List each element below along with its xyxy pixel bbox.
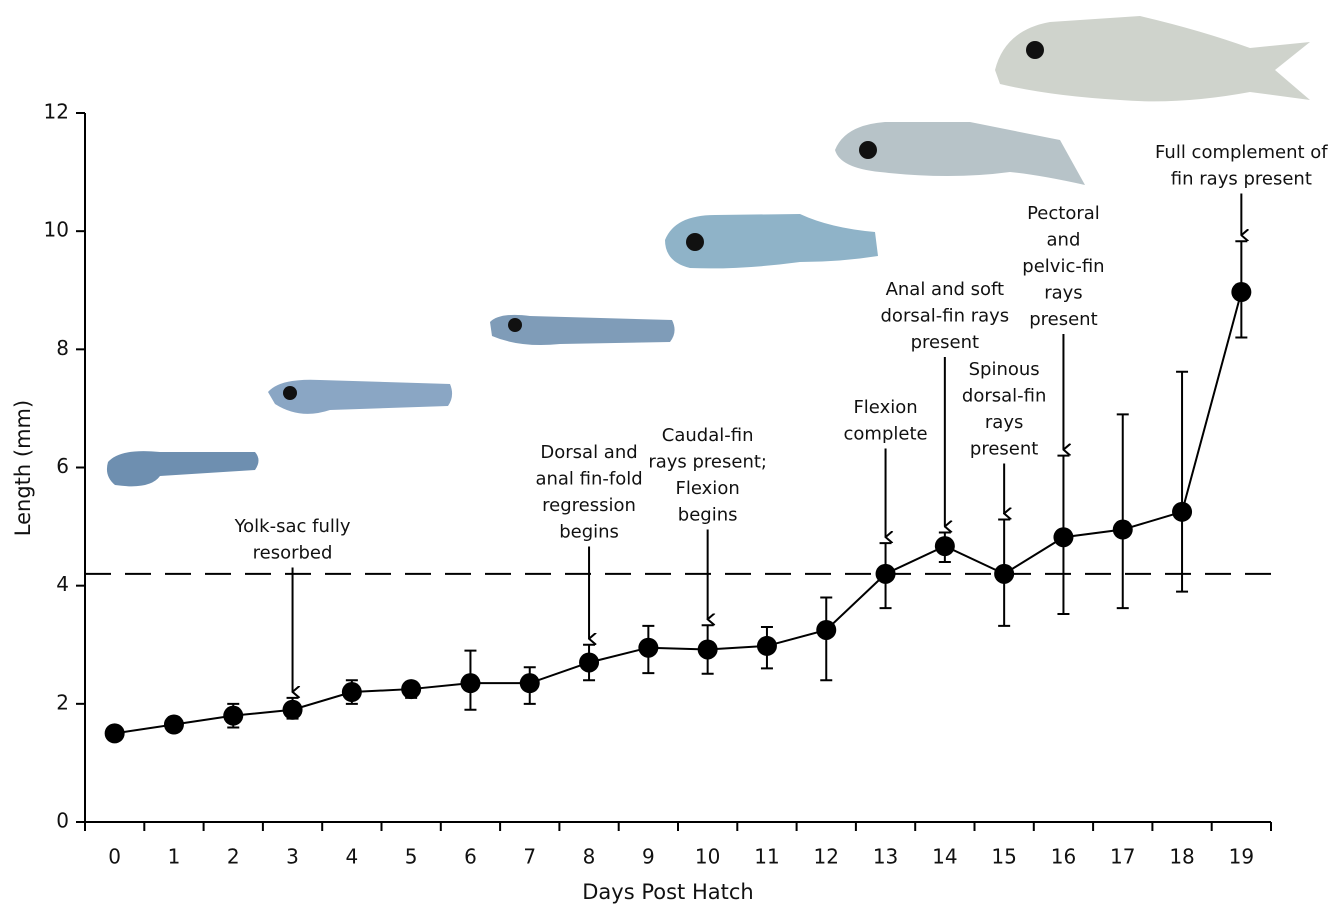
data-point — [1113, 520, 1133, 540]
annotation-text: Flexion — [676, 478, 740, 499]
data-point — [342, 682, 362, 702]
annotation-text: Anal and soft — [886, 279, 1005, 300]
x-tick-label: 8 — [583, 845, 596, 869]
fish-eye — [508, 318, 522, 332]
annotation-text: rays — [1044, 283, 1082, 304]
x-tick-label: 6 — [464, 845, 477, 869]
fish-illustrations — [107, 16, 1310, 486]
y-tick-label: 10 — [44, 218, 69, 242]
y-tick-label: 0 — [56, 809, 69, 833]
annotation-text: complete — [844, 424, 928, 445]
x-tick-label: 11 — [754, 845, 779, 869]
annotation-text: dorsal-fin rays — [881, 306, 1010, 327]
y-tick-label: 8 — [56, 336, 69, 360]
data-point — [223, 706, 243, 726]
annotation-text: Pectoral — [1027, 203, 1100, 224]
fish-eye — [686, 233, 704, 251]
data-point — [1053, 527, 1073, 547]
data-point — [876, 564, 896, 584]
annotation-text: pelvic-fin — [1022, 256, 1104, 277]
x-tick-label: 17 — [1110, 845, 1135, 869]
error-bar — [1117, 414, 1129, 608]
x-tick-label: 2 — [227, 845, 240, 869]
annotation-text: begins — [678, 505, 738, 526]
annotation-text: Caudal-fin — [662, 425, 754, 446]
annotation-text: present — [911, 332, 979, 353]
annotation-text: Yolk-sac fully — [234, 516, 351, 537]
data-point — [283, 700, 303, 720]
y-tick-label: 12 — [44, 100, 69, 124]
annotation-text: and — [1047, 230, 1081, 251]
x-axis-title: Days Post Hatch — [582, 880, 753, 904]
x-tick-label: 18 — [1169, 845, 1194, 869]
data-point — [816, 620, 836, 640]
x-tick-label: 10 — [695, 845, 720, 869]
data-point — [401, 679, 421, 699]
x-tick-label: 13 — [873, 845, 898, 869]
data-point — [698, 639, 718, 659]
data-point — [1231, 282, 1251, 302]
x-tick-label: 5 — [405, 845, 418, 869]
annotation-text: rays — [985, 412, 1023, 433]
data-point — [757, 636, 777, 656]
x-tick-label: 1 — [168, 845, 181, 869]
data-point — [520, 673, 540, 693]
annotation-text: dorsal-fin — [962, 386, 1047, 407]
data-point — [579, 652, 599, 672]
data-point — [935, 536, 955, 556]
fish — [107, 451, 259, 486]
annotation-text: regression — [542, 495, 636, 516]
error-bar — [1176, 372, 1188, 592]
data-point — [638, 638, 658, 658]
annotation-text: begins — [559, 522, 619, 543]
fish-eye — [283, 386, 297, 400]
y-tick-label: 4 — [56, 572, 69, 596]
data-point — [460, 673, 480, 693]
x-tick-label: 19 — [1229, 845, 1254, 869]
fish-eye — [859, 141, 877, 159]
x-tick-label: 16 — [1051, 845, 1076, 869]
annotation-text: resorbed — [253, 543, 333, 564]
annotation-text: Flexion — [853, 397, 917, 418]
annotation-text: Spinous — [969, 359, 1040, 380]
x-tick-label: 3 — [286, 845, 299, 869]
x-tick-label: 0 — [108, 845, 121, 869]
annotation-text: present — [970, 439, 1038, 460]
annotation-text: fin rays present — [1171, 169, 1312, 190]
chart: Days Post Hatch Length (mm) 024681012012… — [0, 0, 1337, 907]
x-tick-label: 7 — [523, 845, 536, 869]
x-tick-label: 4 — [345, 845, 358, 869]
annotation-text: Dorsal and — [540, 442, 637, 463]
annotation-text: anal fin-fold — [535, 469, 642, 490]
x-tick-label: 15 — [991, 845, 1016, 869]
fish-eye — [1026, 41, 1044, 59]
data-point — [105, 723, 125, 743]
annotation-text: Full complement of — [1155, 142, 1328, 163]
data-point — [164, 715, 184, 735]
x-tick-label: 9 — [642, 845, 655, 869]
y-axis-title: Length (mm) — [11, 400, 35, 536]
y-tick-label: 6 — [56, 454, 69, 478]
x-tick-label: 12 — [814, 845, 839, 869]
annotation-text: present — [1029, 309, 1097, 330]
fish — [995, 16, 1310, 101]
annotation-text: rays present; — [648, 452, 767, 473]
data-point — [994, 564, 1014, 584]
x-tick-label: 14 — [932, 845, 957, 869]
y-tick-label: 2 — [56, 690, 69, 714]
data-point — [1172, 502, 1192, 522]
